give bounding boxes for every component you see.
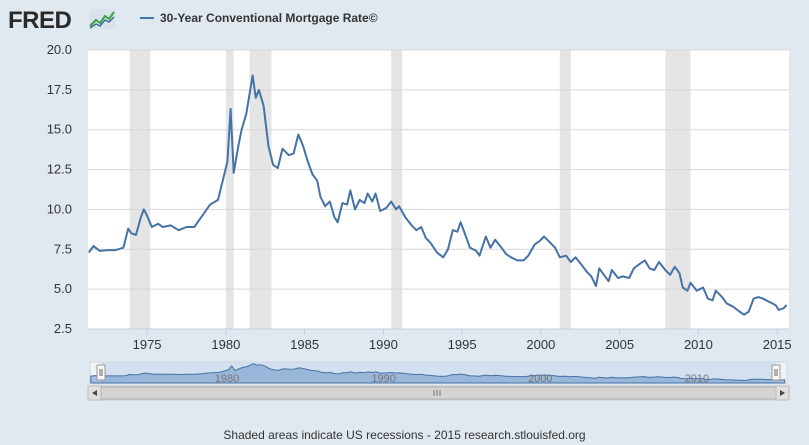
x-axis: 1975 1980 1985 1990 1995 2000 2005 2010 2015 <box>88 328 792 352</box>
y-tick-label: 10.0 <box>47 201 72 216</box>
y-tick-label: 17.5 <box>47 82 72 97</box>
y-axis: 2.5 5.0 7.5 10.0 12.5 15.0 17.5 20.0 <box>47 42 72 336</box>
range-navigator[interactable]: 1980 1990 2000 2010 <box>89 361 788 385</box>
y-tick-label: 2.5 <box>54 321 72 336</box>
y-tick-label: 15.0 <box>47 122 72 137</box>
recession-shading-layer <box>129 50 691 329</box>
recession-band <box>559 50 571 329</box>
recession-band <box>129 50 151 329</box>
x-tick-label: 2015 <box>763 337 792 352</box>
x-tick-label: 2010 <box>684 337 713 352</box>
navigator-labels: 1980 1990 2000 2010 <box>215 373 709 385</box>
grid-layer <box>88 49 789 330</box>
y-tick-label: 7.5 <box>54 241 72 256</box>
y-tick-label: 12.5 <box>47 162 72 177</box>
x-tick-label: 1985 <box>290 337 319 352</box>
navigator-label: 2000 <box>528 373 552 385</box>
scrollbar-grip-icon <box>433 390 441 396</box>
series-line <box>87 74 788 316</box>
range-scrollbar[interactable] <box>87 385 790 401</box>
navigator-series-area <box>90 363 786 384</box>
y-tick-label: 5.0 <box>54 281 72 296</box>
chart: 2.55.07.510.012.515.017.520.0 1975 1980 19… <box>47 42 792 401</box>
scroll-right-arrow-icon[interactable] <box>775 385 790 401</box>
x-tick-label: 1995 <box>448 337 477 352</box>
navigator-right-handle[interactable] <box>771 364 781 381</box>
scroll-left-arrow-icon[interactable] <box>87 385 102 401</box>
legend-label: 30-Year Conventional Mortgage Rate© <box>160 11 378 25</box>
legend-swatch <box>140 17 154 19</box>
navigator-label: 1980 <box>215 373 239 385</box>
recession-band <box>225 50 234 329</box>
fred-logo: FRED <box>8 7 72 34</box>
chart-legend: 30-Year Conventional Mortgage Rate© <box>140 11 378 25</box>
x-tick-label: 2005 <box>605 337 634 352</box>
series-layer <box>87 74 788 316</box>
navigator-left-handle[interactable] <box>96 364 106 381</box>
navigator-label: 1990 <box>371 373 395 385</box>
recession-band <box>391 50 403 329</box>
x-tick-label: 2000 <box>526 337 555 352</box>
footer-note: Shaded areas indicate US recessions - 20… <box>223 428 586 442</box>
line-graph-icon <box>89 9 115 29</box>
scrollbar-thumb[interactable] <box>100 386 777 400</box>
recession-band <box>665 50 691 329</box>
x-tick-label: 1980 <box>211 337 240 352</box>
navigator-label: 2010 <box>685 373 709 385</box>
x-tick-label: 1975 <box>133 337 162 352</box>
x-tick-label: 1990 <box>369 337 398 352</box>
y-tick-label: 20.0 <box>47 42 72 57</box>
